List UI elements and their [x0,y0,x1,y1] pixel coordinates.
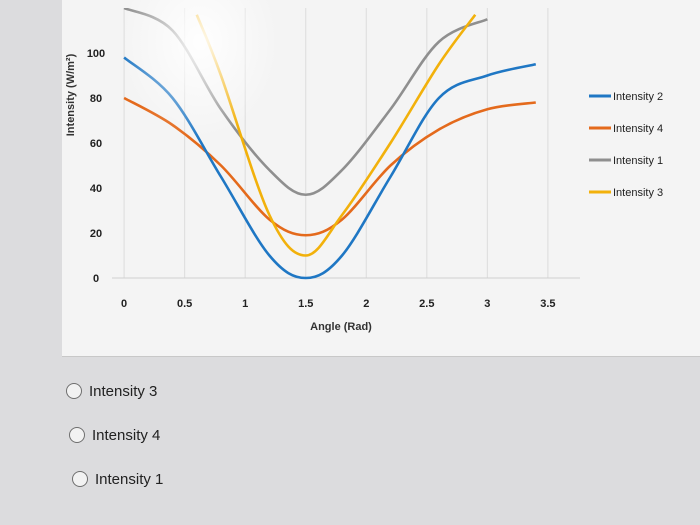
y-tick-labels: 0 20 40 60 80 100 [87,48,105,285]
x-axis-label: Angle (Rad) [310,321,372,333]
y-tick-label: 100 [87,48,105,60]
x-tick-label: 1 [242,298,248,310]
y-tick-label: 0 [93,273,99,285]
y-axis-label: Intensity (W/m²) [65,53,77,136]
y-tick-label: 20 [90,228,102,240]
y-tick-label: 40 [90,183,102,195]
x-tick-label: 1.5 [298,298,313,310]
legend-label: Intensity 4 [613,123,663,135]
x-tick-label: 0 [121,298,127,310]
series-lines [123,8,537,280]
legend-label: Intensity 3 [613,187,663,199]
x-tick-label: 2 [363,298,369,310]
option-intensity-4[interactable]: Intensity 4 [69,424,163,446]
radio-button[interactable] [72,471,88,487]
y-tick-label: 60 [90,138,102,150]
intensity-chart: 0 20 40 60 80 100 0 0.5 1 1.5 2 2.5 3 3.5 Intensity … [65,8,663,333]
option-label: Intensity 4 [92,426,161,444]
x-tick-label: 3.5 [540,298,555,310]
chart-frame: 0 20 40 60 80 100 0 0.5 1 1.5 2 2.5 3 3.5 Intensity … [62,0,700,357]
radio-button[interactable] [69,427,85,443]
legend-label: Intensity 1 [613,155,663,167]
x-tick-label: 0.5 [177,298,192,310]
option-label: Intensity 1 [95,470,164,488]
option-intensity-1[interactable]: Intensity 1 [72,468,163,490]
option-intensity-3[interactable]: Intensity 3 [66,380,163,402]
option-label: Intensity 3 [89,382,158,400]
answer-options: Intensity 3 Intensity 4 Intensity 1 [66,380,163,512]
x-tick-label: 2.5 [419,298,434,310]
y-tick-label: 80 [90,93,102,105]
x-tick-label: 3 [484,298,490,310]
grid-lines [112,8,580,279]
x-tick-labels: 0 0.5 1 1.5 2 2.5 3 3.5 [121,298,555,310]
legend: Intensity 2 Intensity 4 Intensity 1 Intensi… [589,91,663,199]
legend-label: Intensity 2 [613,91,663,103]
radio-button[interactable] [66,383,82,399]
series-line-intensity-2 [123,56,537,280]
series-line-intensity-4 [123,96,536,237]
